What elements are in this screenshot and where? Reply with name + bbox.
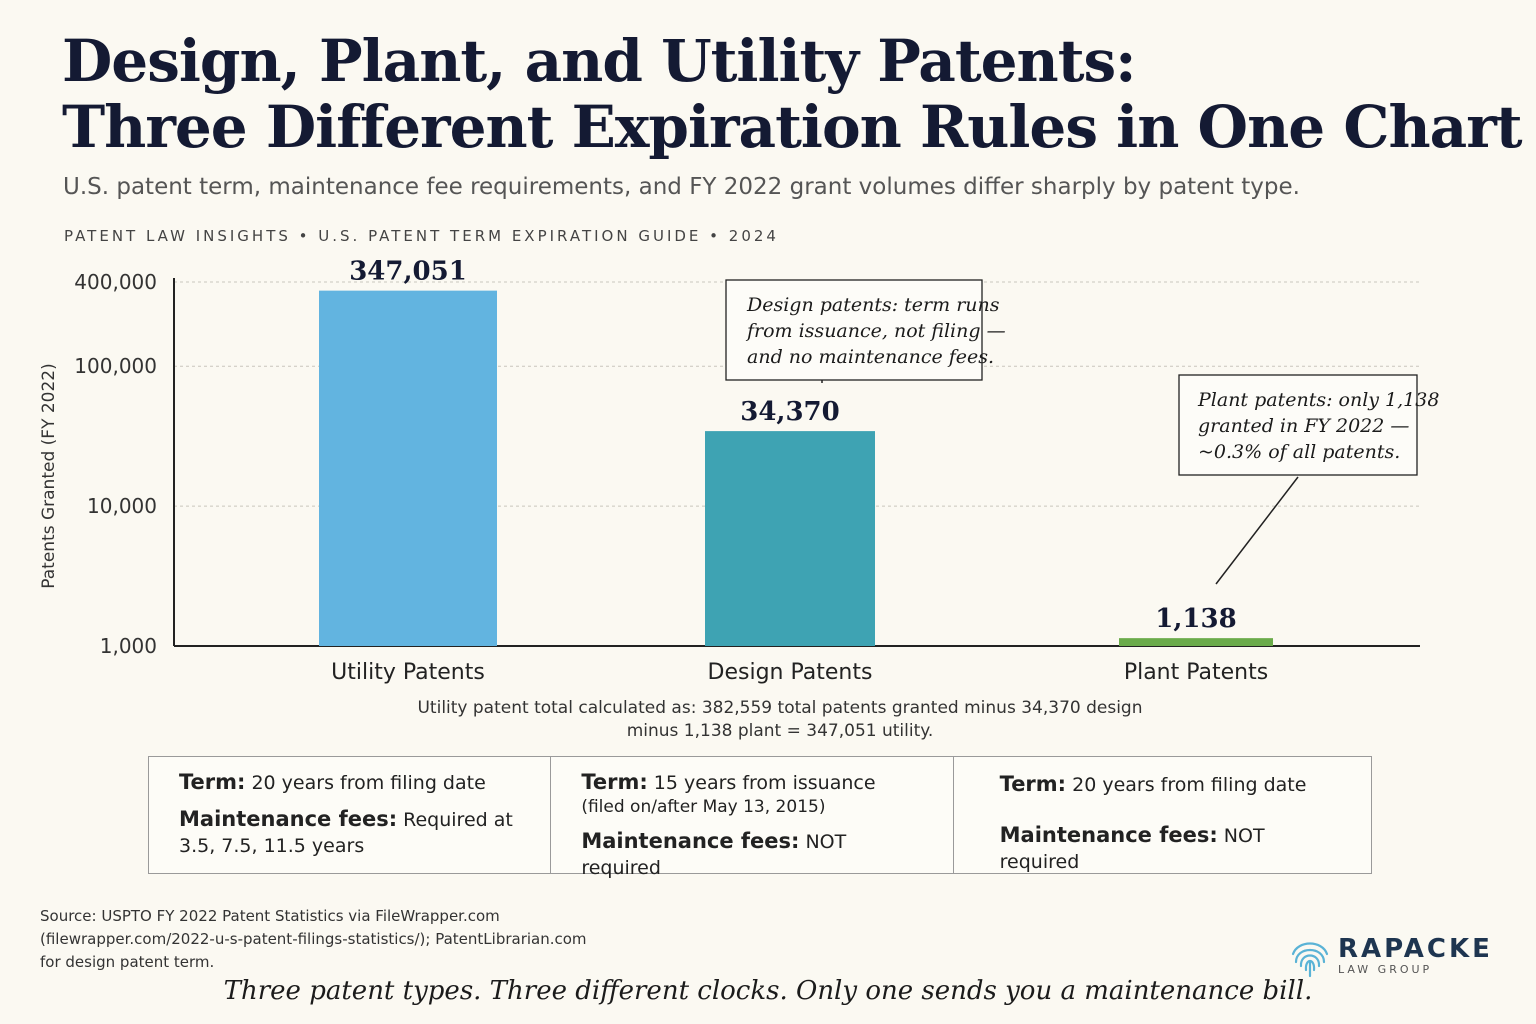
term-cell-utility: Term: 20 years from filing date Maintena… xyxy=(149,757,552,873)
annotation-leader xyxy=(1215,476,1299,585)
term-label: Term: xyxy=(581,770,648,794)
bar xyxy=(705,431,875,646)
annotation-box xyxy=(1178,374,1418,476)
x-tick-label: Design Patents xyxy=(708,660,873,685)
chart-title: Design, Plant, and Utility Patents: Thre… xyxy=(62,27,1523,161)
note-line-2: minus 1,138 plant = 347,051 utility. xyxy=(626,721,934,741)
fingerprint-icon xyxy=(1291,942,1329,978)
chart-subtitle: U.S. patent term, maintenance fee requir… xyxy=(63,174,1300,200)
y-axis-label: Patents Granted (FY 2022) xyxy=(39,363,59,589)
data-label: 34,370 xyxy=(740,397,840,427)
source-line-1: Source: USPTO FY 2022 Patent Statistics … xyxy=(40,907,500,925)
term-cell-plant: Term: 20 years from filing date Maintena… xyxy=(954,757,1371,873)
term-cell-design: Term: 15 years from issuance (filed on/a… xyxy=(551,757,954,879)
y-tick-label: 100,000 xyxy=(74,354,157,378)
term-comparison-table: Term: 20 years from filing date Maintena… xyxy=(148,756,1372,879)
annotation-text: granted in FY 2022 — xyxy=(1198,415,1409,437)
brand-logo: RAPACKE LAW GROUP xyxy=(1290,932,1493,980)
fee-value: Required at xyxy=(403,809,513,831)
y-tick-label: 1,000 xyxy=(100,634,157,658)
annotation-text: Plant patents: only 1,138 xyxy=(1197,389,1439,411)
term-value: 20 years from filing date xyxy=(251,772,486,794)
bar xyxy=(1119,638,1273,646)
term-label: Term: xyxy=(999,772,1067,796)
title-line-2: Three Different Expiration Rules in One … xyxy=(62,93,1523,161)
fee-value: NOT required xyxy=(999,825,1265,873)
x-tick-label: Utility Patents xyxy=(331,660,485,685)
data-label: 347,051 xyxy=(349,257,467,287)
source-line-2: (filewrapper.com/2022-u-s-patent-filings… xyxy=(40,930,587,948)
note-line-1: Utility patent total calculated as: 382,… xyxy=(417,698,1143,718)
tagline: Three patent types. Three different cloc… xyxy=(223,976,1313,1006)
source-line-3: for design patent term. xyxy=(40,953,215,971)
annotation-box xyxy=(725,279,983,381)
fee-value: NOT required xyxy=(581,831,847,879)
x-tick-label: Plant Patents xyxy=(1124,660,1268,685)
annotation-text: from issuance, not filing — xyxy=(745,320,1006,342)
source-note: Source: USPTO FY 2022 Patent Statistics … xyxy=(40,905,600,974)
y-tick-label: 10,000 xyxy=(87,494,157,518)
annotation-text: and no maintenance fees. xyxy=(747,346,994,368)
y-tick-label: 400,000 xyxy=(74,270,157,294)
annotation-text: ~0.3% of all patents. xyxy=(1198,441,1400,463)
calculation-note: Utility patent total calculated as: 382,… xyxy=(380,697,1180,743)
logo-sub: LAW GROUP xyxy=(1338,963,1433,976)
kicker-line: PATENT LAW INSIGHTS • U.S. PATENT TERM E… xyxy=(64,227,779,245)
term-label: Term: xyxy=(179,770,246,794)
title-line-1: Design, Plant, and Utility Patents: xyxy=(62,27,1137,95)
data-label: 1,138 xyxy=(1155,604,1236,634)
fee-label: Maintenance fees: xyxy=(179,807,398,831)
term-value: 20 years from filing date xyxy=(1072,774,1307,796)
term-sub: (filed on/after May 13, 2015) xyxy=(581,797,826,817)
term-value: 15 years from issuance xyxy=(653,772,876,794)
annotation-text: Design patents: term runs xyxy=(746,294,1000,316)
bar xyxy=(319,290,497,646)
fee-label: Maintenance fees: xyxy=(999,823,1218,847)
logo-name: RAPACKE xyxy=(1338,934,1493,964)
fee-label: Maintenance fees: xyxy=(581,829,800,853)
fee-sub: 3.5, 7.5, 11.5 years xyxy=(179,835,365,857)
